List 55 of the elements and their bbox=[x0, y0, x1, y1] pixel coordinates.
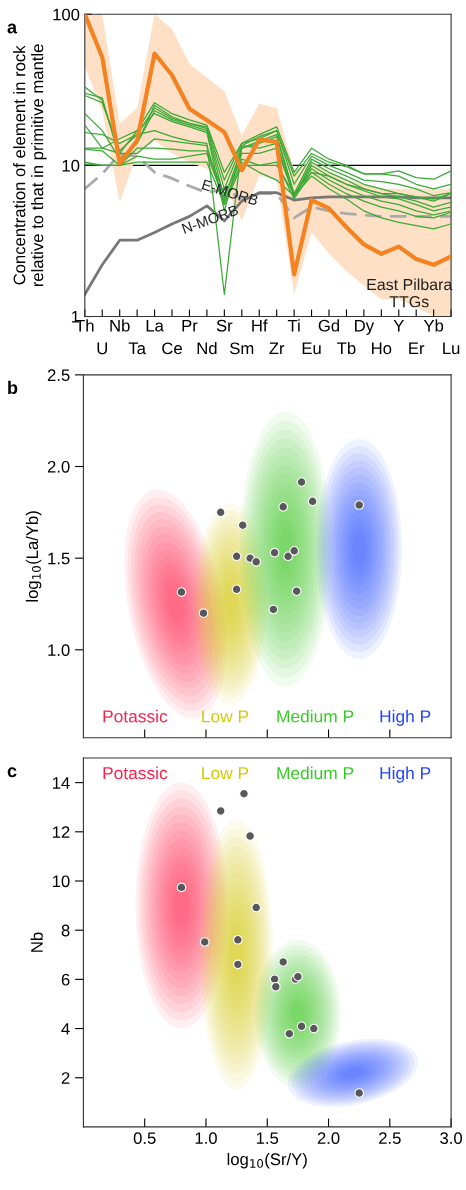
x-tick-label: 0.5 bbox=[133, 1132, 156, 1145]
y-tick-label: 1.0 bbox=[48, 644, 70, 657]
text: a bbox=[7, 23, 18, 34]
x-axis-title: log$_{10}$(Sr/Y) bbox=[227, 1152, 307, 1169]
x-tick-label: Er bbox=[409, 342, 425, 355]
y-tick-label: 12 bbox=[52, 826, 70, 838]
annotation: Medium P bbox=[277, 766, 354, 780]
x-tick-label: La bbox=[146, 319, 164, 332]
x-tick-label: 3.0 bbox=[440, 1132, 463, 1145]
y-tick-label: 2 bbox=[61, 1072, 70, 1084]
x-tick-label: Lu bbox=[443, 342, 460, 355]
x-tick-label: 1.0 bbox=[195, 1132, 217, 1145]
x-tick-label: Hf bbox=[252, 319, 268, 332]
y-tick-label: 10 bbox=[62, 159, 80, 172]
y-axis-title: Nb bbox=[30, 932, 43, 952]
x-tick-label: Nd bbox=[197, 341, 217, 355]
x-tick-label: Sr bbox=[216, 319, 233, 332]
x-tick-label: Eu bbox=[302, 342, 321, 355]
annotation: High P bbox=[380, 766, 431, 783]
x-tick-label: 2.0 bbox=[317, 1132, 340, 1145]
y-axis-title: log$_{10}$(La/Yb) bbox=[25, 511, 42, 602]
x-tick-label: Ce bbox=[162, 342, 182, 355]
annotation: Potassic bbox=[103, 709, 168, 723]
x-tick-label: Ti bbox=[287, 319, 300, 332]
annotation: Low P bbox=[202, 767, 249, 780]
x-tick-label: Sm bbox=[230, 342, 254, 355]
x-tick-label: Gd bbox=[318, 319, 340, 332]
x-tick-label: U bbox=[97, 342, 107, 355]
annotation: Low P bbox=[202, 710, 249, 723]
annotation: Medium P bbox=[277, 709, 354, 723]
annotation: Potassic bbox=[103, 766, 168, 780]
y-tick-label: 2.5 bbox=[47, 369, 70, 382]
y-tick-label: 2.0 bbox=[47, 460, 70, 473]
y-tick-label: 8 bbox=[61, 924, 70, 937]
x-tick-label: 1.5 bbox=[256, 1132, 279, 1145]
x-tick-label: Dy bbox=[355, 319, 375, 335]
x-tick-label: 2.5 bbox=[379, 1132, 401, 1145]
x-tick-label: Y bbox=[393, 319, 404, 332]
x-tick-label: Pr bbox=[182, 319, 198, 332]
text: c bbox=[7, 767, 17, 778]
x-tick-label: Ho bbox=[372, 342, 392, 355]
y-tick-label: 4 bbox=[61, 1023, 70, 1035]
x-tick-label: Tb bbox=[337, 341, 356, 355]
x-tick-label: Yb bbox=[423, 319, 444, 332]
x-tick-label: Zr bbox=[269, 342, 285, 355]
y-tick-label: 14 bbox=[52, 777, 70, 789]
y-tick-label: 6 bbox=[61, 973, 70, 986]
text: b bbox=[8, 380, 18, 395]
y-tick-label: 10 bbox=[52, 875, 70, 888]
y-axis-title: Concentration of element in rock relative to that in primitive mantle bbox=[13, 44, 47, 287]
annotation: High P bbox=[380, 709, 431, 726]
x-tick-label: Nb bbox=[110, 319, 130, 332]
y-tick-label: 100 bbox=[53, 8, 80, 21]
y-tick-label: 1.5 bbox=[48, 552, 70, 565]
x-tick-label: Ta bbox=[128, 342, 146, 355]
